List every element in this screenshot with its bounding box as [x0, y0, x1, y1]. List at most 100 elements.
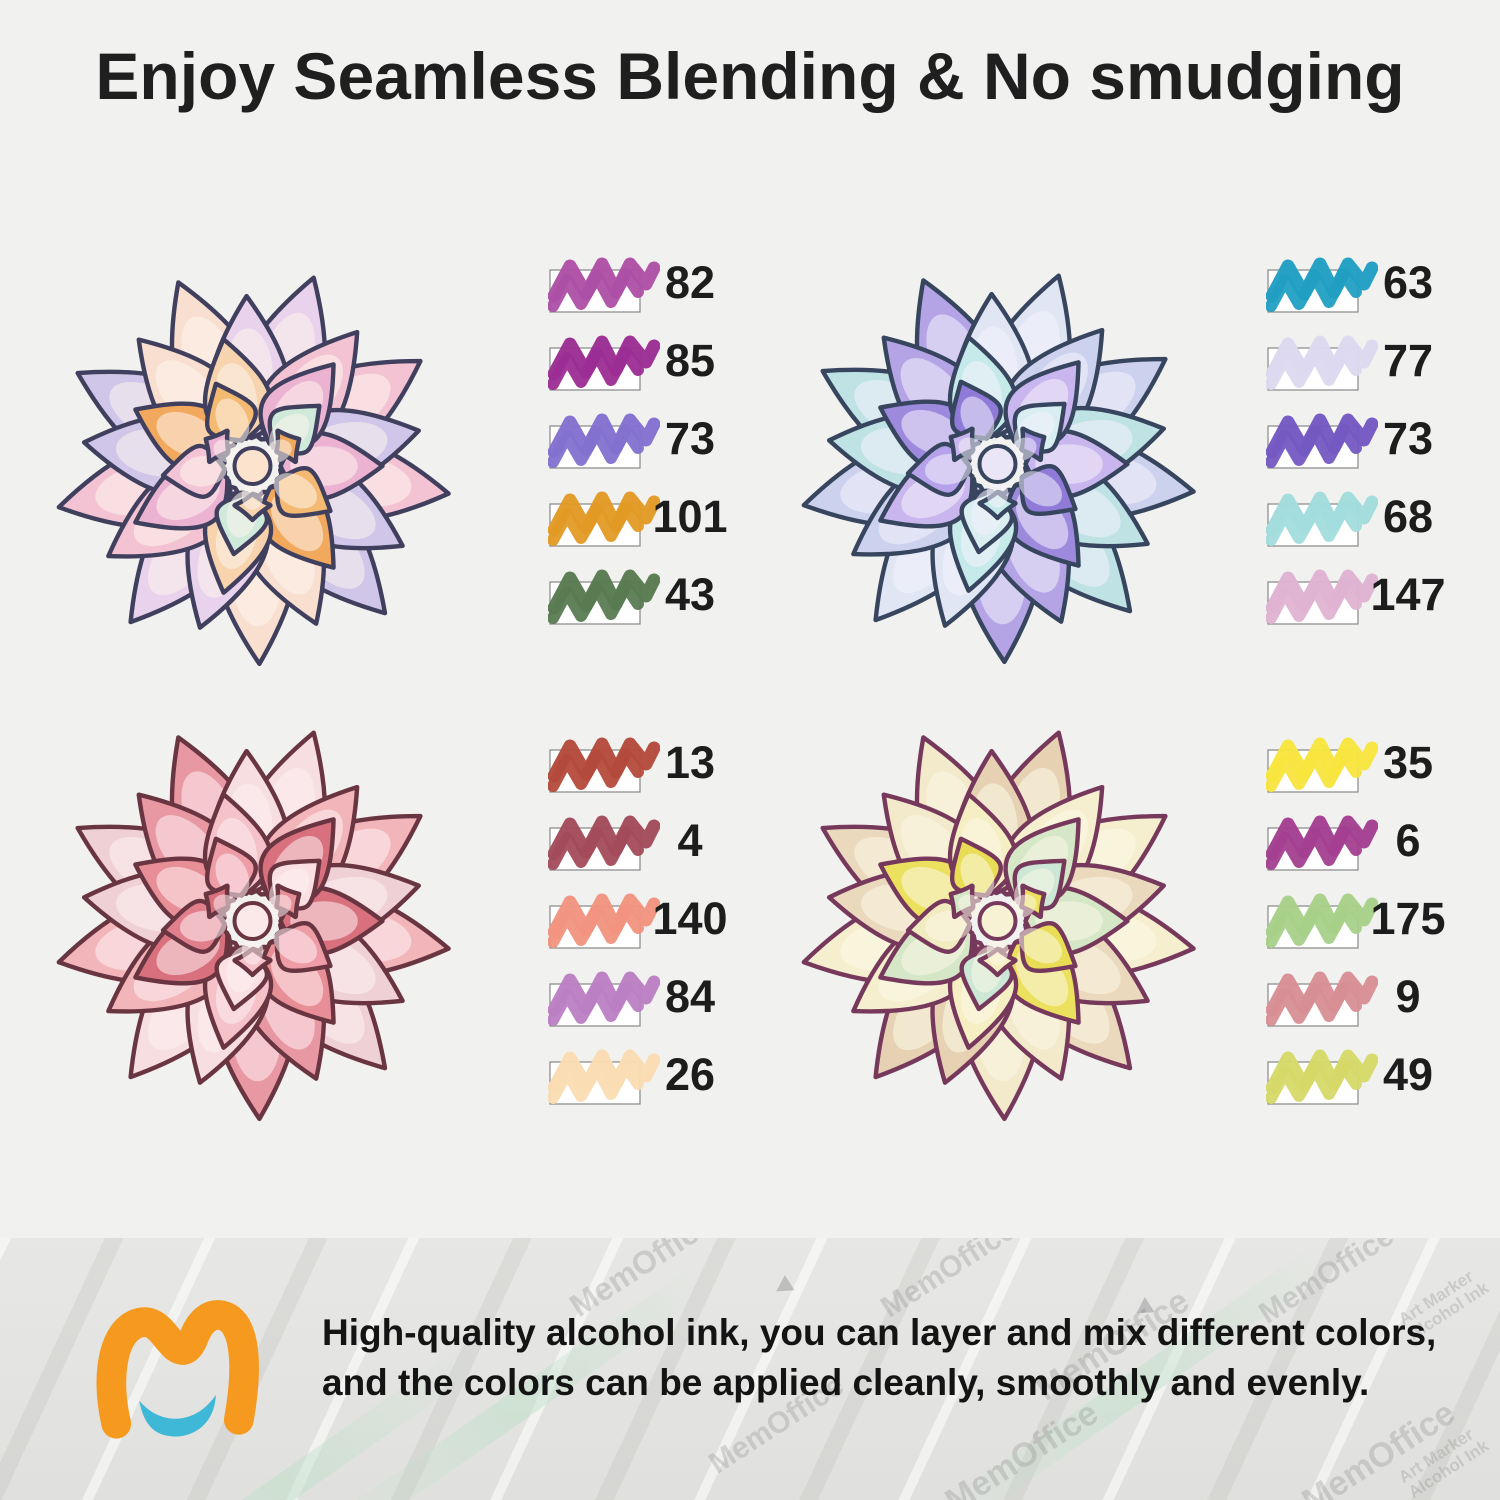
petal-highlight	[264, 894, 292, 918]
swatch-scribble	[548, 268, 644, 312]
swatch-box	[1266, 491, 1378, 547]
succulent-illustration-orange-purple	[56, 275, 451, 667]
swatch-number: 26	[664, 1049, 716, 1100]
petal-highlight	[264, 439, 292, 463]
petal-highlight	[958, 437, 986, 461]
swatch-row: 35	[1266, 724, 1496, 802]
swatch-box	[1266, 413, 1378, 469]
swatch-box	[1266, 971, 1378, 1027]
swatch-box	[1266, 893, 1378, 949]
petal-highlight	[1009, 894, 1037, 918]
swatch-number: 73	[664, 413, 716, 464]
swatch-row: 84	[548, 958, 778, 1036]
swatch-box	[548, 335, 660, 391]
swatch-scribble	[548, 982, 644, 1026]
logo-m-shape	[96, 1300, 259, 1439]
logo-swoosh-shape	[139, 1394, 216, 1437]
swatch-row: 4	[548, 802, 778, 880]
succulent-center	[977, 444, 1018, 484]
color-legend-top-right: 63 77 73 68 147	[1266, 244, 1496, 634]
swatch-row: 9	[1266, 958, 1496, 1036]
swatch-scribble	[1266, 413, 1378, 459]
swatch-scribble	[1266, 502, 1362, 546]
color-legend-bottom-left: 13 4 140 84 26	[548, 724, 778, 1114]
swatch-number: 82	[664, 257, 716, 308]
swatch-row: 68	[1266, 478, 1496, 556]
swatch-scribble	[548, 346, 644, 390]
swatch-scribble	[548, 1049, 660, 1095]
petal-highlight	[241, 481, 264, 510]
swatch-scribble	[548, 1060, 644, 1104]
swatch-number: 101	[652, 491, 728, 542]
swatch-scribble	[548, 413, 660, 459]
swatch-number: 140	[652, 893, 728, 944]
swatch-scribble	[1266, 257, 1378, 303]
swatch-box	[548, 491, 660, 547]
swatch-scribble	[1266, 904, 1362, 948]
swatch-scribble	[548, 580, 644, 624]
footer-line-1: High-quality alcohol ink, you can layer …	[322, 1312, 1437, 1353]
swatch-scribble	[548, 424, 644, 468]
swatch-row: 147	[1266, 556, 1496, 634]
swatch-scribble	[548, 502, 644, 546]
petal-highlight	[213, 439, 241, 463]
swatch-box	[548, 971, 660, 1027]
memoffice-logo	[96, 1300, 259, 1439]
swatch-number: 84	[664, 971, 716, 1022]
swatch-scribble	[1266, 1049, 1378, 1095]
swatch-number: 6	[1395, 815, 1421, 866]
marker-nib-icon	[771, 1275, 795, 1299]
swatch-box	[548, 815, 660, 871]
color-legend-top-left: 82 85 73 101 43	[548, 244, 778, 634]
swatch-scribble	[1266, 893, 1378, 939]
swatch-scribble	[1266, 346, 1362, 390]
petal-highlight	[273, 473, 318, 509]
swatch-row: 101	[548, 478, 778, 556]
swatch-row: 6	[1266, 802, 1496, 880]
swatch-row: 77	[1266, 322, 1496, 400]
swatch-scribble	[548, 748, 644, 792]
swatch-box	[548, 893, 660, 949]
swatch-scribble	[548, 893, 660, 939]
swatch-box	[1266, 569, 1378, 625]
page-title: Enjoy Seamless Blending & No smudging	[95, 39, 1405, 113]
footer-line-2: and the colors can be applied cleanly, s…	[322, 1362, 1370, 1403]
swatch-scribble	[1266, 748, 1362, 792]
swatch-scribble	[1266, 982, 1362, 1026]
petal-highlight	[986, 479, 1009, 508]
swatch-scribble	[548, 335, 660, 381]
swatch-number: 85	[664, 335, 716, 386]
succulent-illustration-purple-teal	[801, 273, 1196, 665]
swatch-number: 73	[1382, 413, 1434, 464]
brand-watermark: MemOffice	[1295, 1393, 1462, 1500]
swatch-number: 4	[677, 815, 703, 866]
succulent-illustration-pink-red	[56, 730, 451, 1122]
swatch-row: 63	[1266, 244, 1496, 322]
swatch-box	[1266, 737, 1378, 793]
swatch-row: 73	[1266, 400, 1496, 478]
swatch-scribble	[1266, 971, 1378, 1017]
petal-highlight	[1018, 928, 1063, 964]
swatch-scribble	[548, 491, 660, 537]
footer-text: High-quality alcohol ink, you can layer …	[322, 1308, 1472, 1408]
swatch-row: 82	[548, 244, 778, 322]
swatch-scribble	[548, 826, 644, 870]
swatch-number: 68	[1382, 491, 1434, 542]
swatch-number: 9	[1395, 971, 1421, 1022]
swatch-scribble	[1266, 1060, 1362, 1104]
petal-highlight	[924, 910, 972, 942]
swatch-scribble	[548, 971, 660, 1017]
petal-highlight	[213, 894, 241, 918]
petal-highlight	[179, 910, 227, 942]
petal-highlight	[924, 453, 972, 485]
swatch-scribble	[1266, 491, 1378, 537]
swatch-scribble	[548, 737, 660, 783]
art-marker-watermark: Art Marker Alcohol Ink	[1395, 1424, 1493, 1500]
swatch-number: 43	[664, 569, 716, 620]
swatch-box	[548, 413, 660, 469]
swatch-box	[1266, 335, 1378, 391]
succulent-center	[232, 446, 273, 486]
swatch-row: 26	[548, 1036, 778, 1114]
swatch-number: 63	[1382, 257, 1434, 308]
swatch-scribble	[1266, 569, 1378, 615]
